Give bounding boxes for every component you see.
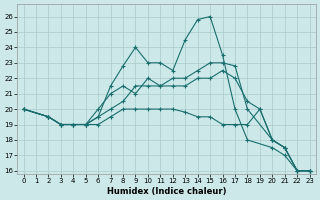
X-axis label: Humidex (Indice chaleur): Humidex (Indice chaleur)	[107, 187, 226, 196]
